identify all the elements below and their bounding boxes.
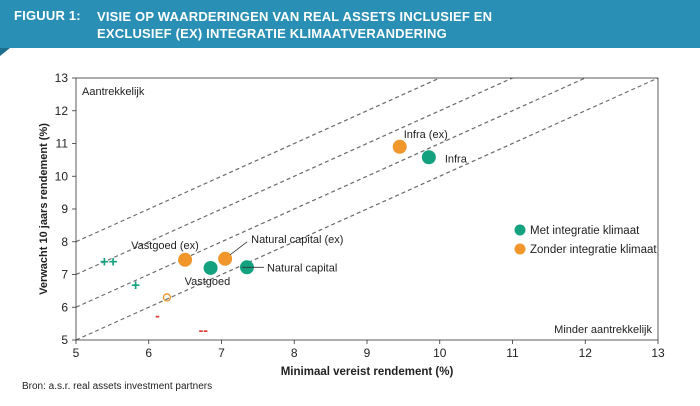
y-tick-label: 7 [61, 268, 68, 282]
reference-line [76, 78, 442, 243]
x-tick-label: 11 [506, 346, 519, 360]
key-marker: -- [199, 322, 209, 338]
y-tick-label: 5 [61, 333, 68, 347]
x-tick-label: 8 [291, 346, 298, 360]
data-point [421, 150, 436, 165]
y-tick-label: 9 [61, 202, 68, 216]
y-tick-label: 12 [55, 104, 69, 118]
annotation-attractive: Aantrekkelijk [82, 86, 145, 98]
chart-container: 5 6 7 8 9 10 11 12 13 5 6 7 8 9 10 11 12 13 Minimaal verei… [0, 56, 700, 401]
data-point-label: Natural capital [267, 262, 337, 274]
source-note: Bron: a.s.r. real assets investment part… [22, 381, 213, 392]
key-marker: ++ [100, 253, 118, 270]
key-marker: - [155, 307, 160, 323]
reference-line [76, 78, 514, 276]
legend-swatch [514, 243, 526, 255]
y-tick-label: 11 [56, 137, 69, 151]
y-tick-label: 8 [61, 235, 68, 249]
label-leader-line [229, 241, 248, 256]
data-point [218, 251, 233, 266]
reference-line [76, 78, 587, 308]
data-point [203, 260, 218, 275]
data-point [178, 252, 193, 267]
x-tick-label: 7 [218, 346, 225, 360]
y-axis-label: Verwacht 10 jaars rendement (%) [38, 123, 50, 295]
figure-header: FIGUUR 1: VISIE OP WAARDERINGEN VAN REAL… [0, 0, 700, 48]
data-point [392, 139, 407, 154]
data-point-label: Infra [445, 153, 468, 165]
key-marker-circle [162, 293, 172, 302]
x-tick-label: 10 [433, 346, 447, 360]
y-tick-label: 6 [61, 300, 68, 314]
x-tick-label: 9 [364, 346, 371, 360]
x-axis-label: Minimaal vereist rendement (%) [281, 366, 454, 378]
x-tick-label: 5 [73, 346, 80, 360]
data-point-label: Vastgoed [185, 276, 231, 288]
annotation-less-attractive: Minder aantrekkelijk [554, 324, 652, 336]
key-marker: + [131, 277, 140, 294]
data-point-label: Natural capital (ex) [251, 234, 343, 246]
data-point-label: Infra (ex) [404, 129, 448, 141]
x-tick-label: 12 [579, 346, 593, 360]
y-tick-label: 13 [55, 71, 69, 85]
x-tick-label: 13 [651, 346, 665, 360]
x-tick-label: 6 [145, 346, 152, 360]
reference-line [76, 78, 658, 340]
data-point-label: Vastgoed (ex) [131, 240, 199, 252]
y-tick-label: 10 [55, 169, 69, 183]
header-notch [0, 48, 10, 56]
figure-title: VISIE OP WAARDERINGEN VAN REAL ASSETS IN… [97, 9, 493, 41]
scatter-chart: 5 6 7 8 9 10 11 12 13 5 6 7 8 9 10 11 12 13 Minimaal verei… [38, 71, 665, 378]
legend-label: Zonder integratie klimaat [530, 244, 657, 256]
figure-label: FIGUUR 1: [14, 8, 81, 23]
legend-label: Met integratie klimaat [530, 225, 640, 237]
legend-swatch [514, 224, 526, 236]
